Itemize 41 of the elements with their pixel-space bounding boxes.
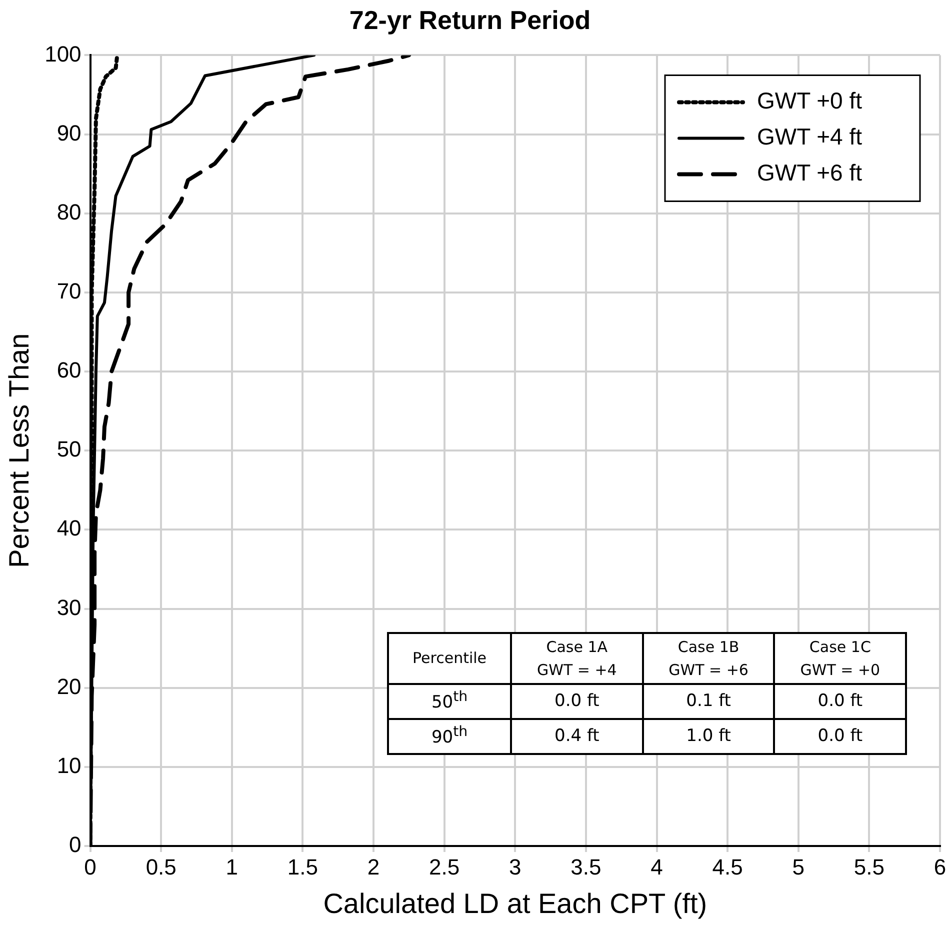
annotation: 90$^{th}$ [388,719,512,754]
y-tick-label: 30 [56,594,82,620]
annotation: 0.0 ft [774,719,906,754]
x-tick-label: 5.5 [854,854,884,880]
y-axis-title: Percent Less Than [4,333,35,568]
x-tick-label: 2.5 [429,854,460,880]
annotation: 0.0 ft [774,684,906,720]
annotation: 1.0 ft [642,719,774,754]
legend-label: GWT +6 ft [757,160,863,186]
legend-label: GWT +0 ft [757,88,863,114]
x-axis-title: Calculated LD at Each CPT (ft) [323,888,708,919]
y-tick-label: 100 [44,41,82,66]
x-tick-label: 4 [650,854,663,880]
annotation: 0.1 ft [642,684,774,720]
y-tick-label: 50 [56,436,82,462]
annotation: 50$^{th}$ [388,684,512,720]
annotation: Case 1B GWT = +6 [642,633,774,684]
annotation: Case 1C GWT = +0 [774,633,906,684]
legend-label: GWT +4 ft [757,124,863,150]
x-tick-label: 6 [934,854,946,880]
y-tick-label: 0 [69,832,82,858]
x-tick-label: 3 [509,854,522,880]
y-tick-label: 60 [56,358,82,383]
x-tick-label: 5 [792,854,805,880]
chart-title: 72-yr Return Period [349,4,591,35]
y-tick-label: 20 [56,674,82,699]
annotation: Case 1A GWT = +4 [511,633,643,684]
x-tick-label: 0.5 [146,854,176,880]
x-tick-label: 4.5 [712,854,743,880]
x-tick-label: 1 [226,854,238,880]
annotation: 0.4 ft [511,719,643,754]
x-tick-label: 2 [367,854,380,880]
x-tick-label: 3.5 [570,854,602,880]
y-tick-label: 90 [56,120,82,146]
y-tick-label: 40 [56,516,82,541]
y-tick-label: 70 [56,278,82,304]
x-tick-label: 1.5 [287,854,318,880]
annotation: Percentile [388,633,512,684]
annotation: 0.0 ft [511,684,643,720]
y-tick-label: 80 [56,199,82,224]
y-tick-label: 10 [56,752,82,778]
